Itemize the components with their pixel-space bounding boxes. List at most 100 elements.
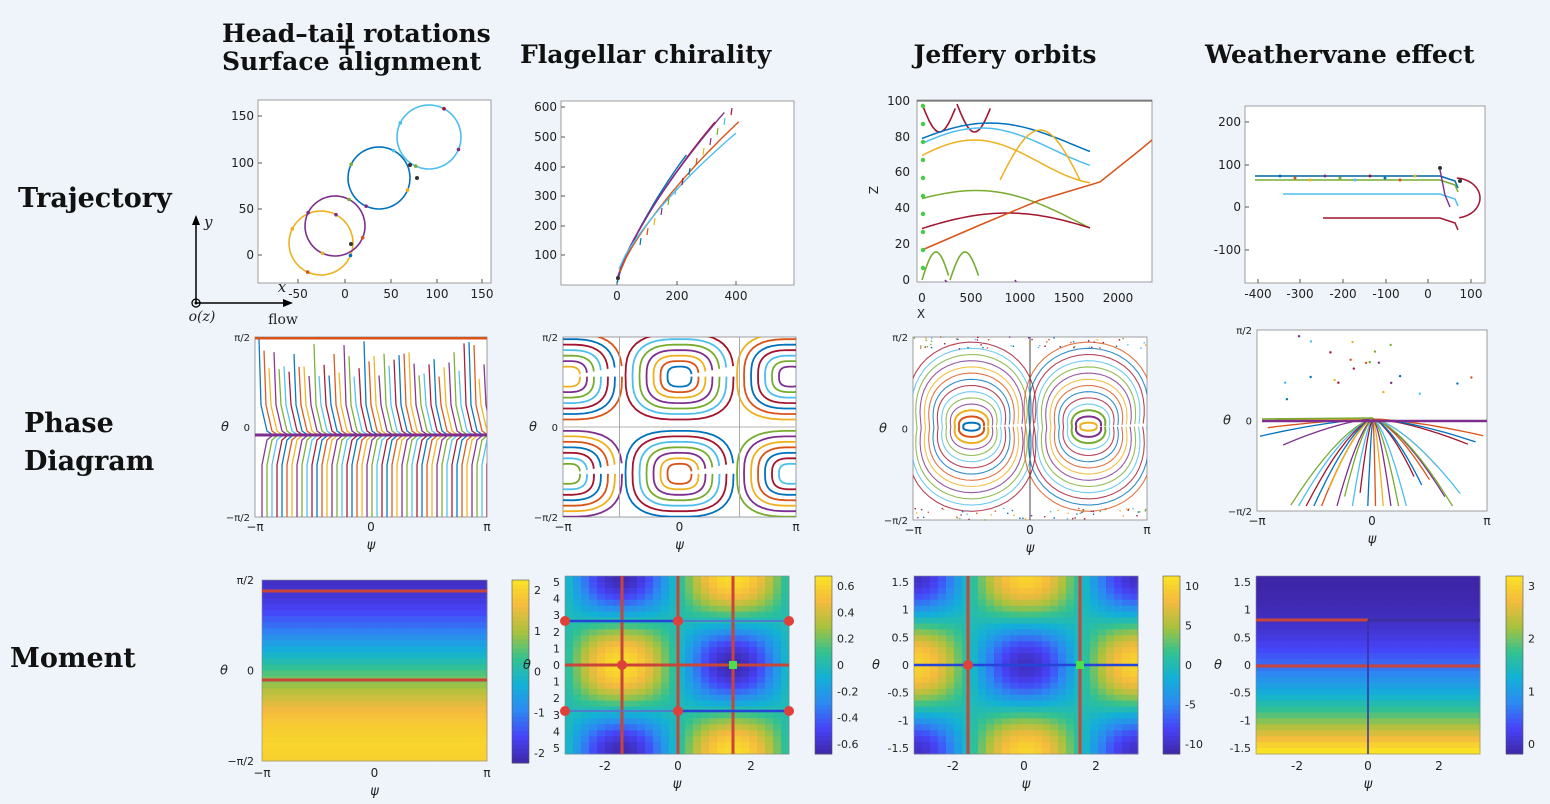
moment2-cell — [645, 742, 654, 749]
moment3-cell — [954, 712, 963, 719]
moment2-cell — [581, 629, 590, 636]
traj3-ytick-label: 80 — [895, 130, 910, 144]
moment2-ytick-label: 2 — [553, 626, 560, 639]
moment3-cell — [1082, 605, 1091, 613]
phase1-trajectory — [308, 375, 324, 436]
moment3-cell — [970, 599, 979, 607]
moment2-cell — [669, 581, 678, 589]
moment1-cell — [290, 682, 300, 690]
moment1-cell — [318, 640, 329, 647]
moment4-cell — [1340, 635, 1350, 642]
moment3-cell — [1018, 665, 1027, 672]
moment4-cell — [1312, 665, 1322, 672]
moment2-cell — [645, 670, 654, 678]
moment4-cell — [1256, 635, 1266, 642]
moment1-cell — [477, 628, 488, 635]
traj4-arrow-marker — [1338, 176, 1342, 180]
moment4-cell — [1330, 587, 1341, 595]
phase3-orbit — [1049, 378, 1128, 475]
moment1-cell — [308, 742, 319, 750]
moment1-cell — [421, 598, 432, 605]
moment3-cell — [1042, 641, 1051, 648]
moment4-cell — [1470, 659, 1481, 666]
moment3-cell — [914, 653, 923, 660]
moment4-cell — [1424, 718, 1434, 725]
moment3-cell — [986, 670, 995, 678]
traj4-xtick-label: -300 — [1286, 287, 1313, 301]
moment2-cell — [781, 742, 790, 749]
moment4-cell — [1321, 635, 1332, 642]
moment1-cell — [468, 712, 479, 720]
moment4-cell — [1349, 694, 1360, 702]
moment4-cell — [1414, 599, 1425, 607]
moment3-cell — [1122, 665, 1131, 672]
moment3-cell — [1010, 688, 1019, 696]
moment4-cell — [1452, 599, 1462, 607]
moment1-cell — [327, 616, 338, 623]
phase3-scatter-dot — [1093, 341, 1095, 343]
moment3-cell — [954, 587, 963, 595]
moment3-cell — [1050, 653, 1059, 660]
phase3-scatter-dot — [919, 345, 922, 347]
moment2-cell — [629, 706, 638, 713]
moment2-cell — [653, 730, 662, 737]
moment2-cell — [613, 700, 622, 707]
moment1-cell — [327, 694, 338, 702]
moment2-cell — [589, 736, 598, 743]
moment1-cell — [421, 586, 432, 593]
moment1-cell — [365, 700, 375, 708]
moment2-cell — [573, 593, 582, 601]
moment2-cell — [749, 647, 758, 654]
moment1-cell — [383, 628, 394, 635]
moment1-cell — [299, 616, 310, 623]
moment2-cell — [741, 635, 750, 642]
moment4-cell — [1330, 742, 1341, 749]
moment3-cell — [1010, 641, 1019, 648]
moment2-colorbar-cell — [815, 718, 832, 724]
moment4-cell — [1312, 659, 1322, 666]
phase1-trajectory — [416, 434, 429, 517]
moment3-cell — [954, 670, 963, 678]
moment4-cell — [1340, 736, 1350, 743]
moment1-cell — [393, 688, 404, 696]
moment1-cell — [458, 706, 469, 714]
moment4-cell — [1424, 700, 1434, 707]
moment3-cell — [922, 700, 931, 707]
moment4-cell — [1312, 748, 1322, 755]
phase4-scatter-dot — [1352, 367, 1355, 370]
traj2-arrow-marker — [653, 217, 656, 226]
moment3-cell — [962, 623, 971, 630]
moment1-cell — [337, 694, 347, 702]
moment3-colorbar-cell — [1163, 580, 1180, 586]
phase1-trajectory — [288, 371, 304, 436]
moment3-cell — [1122, 593, 1131, 601]
moment2-cell — [661, 665, 670, 672]
moment2-cell — [661, 635, 670, 642]
moment1-cell — [412, 634, 422, 641]
moment1-colorbar-cell — [512, 753, 529, 759]
moment3-cell — [1026, 682, 1035, 690]
moment1-cell — [308, 622, 319, 629]
moment1-cell — [468, 664, 479, 671]
moment3-cell — [1074, 599, 1083, 607]
moment1-cell — [280, 706, 291, 714]
moment2-cell — [709, 665, 718, 672]
moment4-cell — [1405, 682, 1416, 690]
moment4-cell — [1349, 605, 1360, 613]
moment2-cell — [605, 688, 614, 696]
phase3-scatter-dot — [1048, 338, 1050, 341]
moment1-cell — [402, 616, 413, 623]
moment3-cell — [994, 724, 1003, 731]
moment2-cell — [605, 647, 614, 654]
moment2-cell — [653, 670, 662, 678]
moment2-cell — [613, 724, 622, 731]
moment2-cell — [781, 712, 790, 719]
moment1-cell — [318, 580, 329, 587]
moment4-cell — [1377, 676, 1388, 684]
moment3-cell — [954, 730, 963, 737]
moment1-colorbar-cell — [512, 744, 529, 750]
moment2-cell — [765, 647, 774, 654]
moment2-cell — [693, 724, 702, 731]
moment3-cell — [1034, 712, 1043, 719]
moment2-cell — [589, 605, 598, 613]
